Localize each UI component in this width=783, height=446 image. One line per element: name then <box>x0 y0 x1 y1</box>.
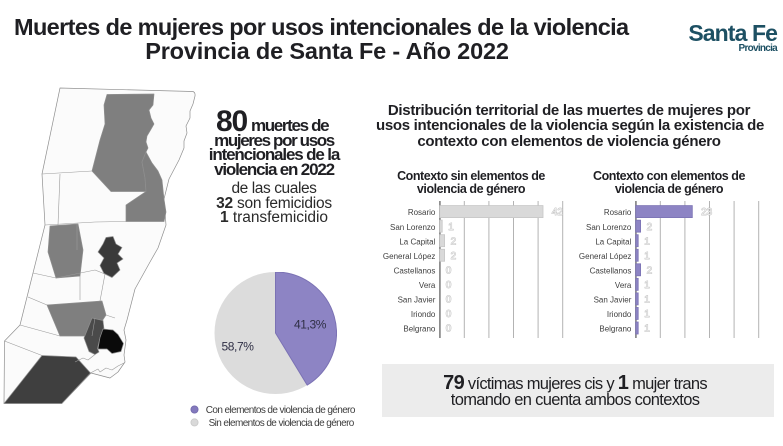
svg-text:San Lorenzo: San Lorenzo <box>390 223 436 232</box>
svg-text:1: 1 <box>644 251 650 262</box>
svg-text:42: 42 <box>552 207 564 218</box>
svg-text:Con elementos de violencia de: Con elementos de violencia de género <box>206 405 356 416</box>
svg-text:0: 0 <box>446 324 452 335</box>
svg-text:Castellanos: Castellanos <box>394 266 436 275</box>
svg-text:0: 0 <box>446 265 452 276</box>
svg-text:2: 2 <box>646 265 652 276</box>
svg-text:Vera: Vera <box>419 281 436 290</box>
svg-text:Sin elementos de violencia de: Sin elementos de violencia de género <box>209 418 355 429</box>
svg-text:General López: General López <box>579 252 631 261</box>
svg-text:0: 0 <box>446 280 452 291</box>
svg-text:Belgrano: Belgrano <box>403 325 436 334</box>
svg-text:La Capital: La Capital <box>399 237 435 246</box>
svg-text:San Javier: San Javier <box>398 296 436 305</box>
svg-text:58,7%: 58,7% <box>221 339 254 353</box>
svg-text:1: 1 <box>644 280 650 291</box>
svg-text:Iriondo: Iriondo <box>411 310 436 319</box>
svg-text:41,3%: 41,3% <box>294 317 327 331</box>
svg-text:2: 2 <box>451 236 457 247</box>
svg-text:Vera: Vera <box>615 281 632 290</box>
svg-text:1: 1 <box>644 236 650 247</box>
svg-text:1: 1 <box>448 222 454 233</box>
svg-text:San Javier: San Javier <box>593 296 631 305</box>
svg-text:Castellanos: Castellanos <box>589 266 631 275</box>
svg-text:Iriondo: Iriondo <box>607 310 632 319</box>
svg-text:1: 1 <box>644 295 650 306</box>
svg-text:0: 0 <box>446 295 452 306</box>
svg-text:2: 2 <box>451 251 457 262</box>
svg-text:0: 0 <box>446 309 452 320</box>
svg-text:23: 23 <box>701 207 713 218</box>
svg-text:Rosario: Rosario <box>604 208 632 217</box>
svg-text:San Lorenzo: San Lorenzo <box>586 223 632 232</box>
svg-text:Rosario: Rosario <box>408 208 436 217</box>
svg-text:2: 2 <box>646 222 652 233</box>
svg-text:La Capital: La Capital <box>595 237 631 246</box>
svg-text:General López: General López <box>383 252 435 261</box>
svg-text:1: 1 <box>644 324 650 335</box>
svg-text:Belgrano: Belgrano <box>599 325 632 334</box>
svg-text:1: 1 <box>644 309 650 320</box>
